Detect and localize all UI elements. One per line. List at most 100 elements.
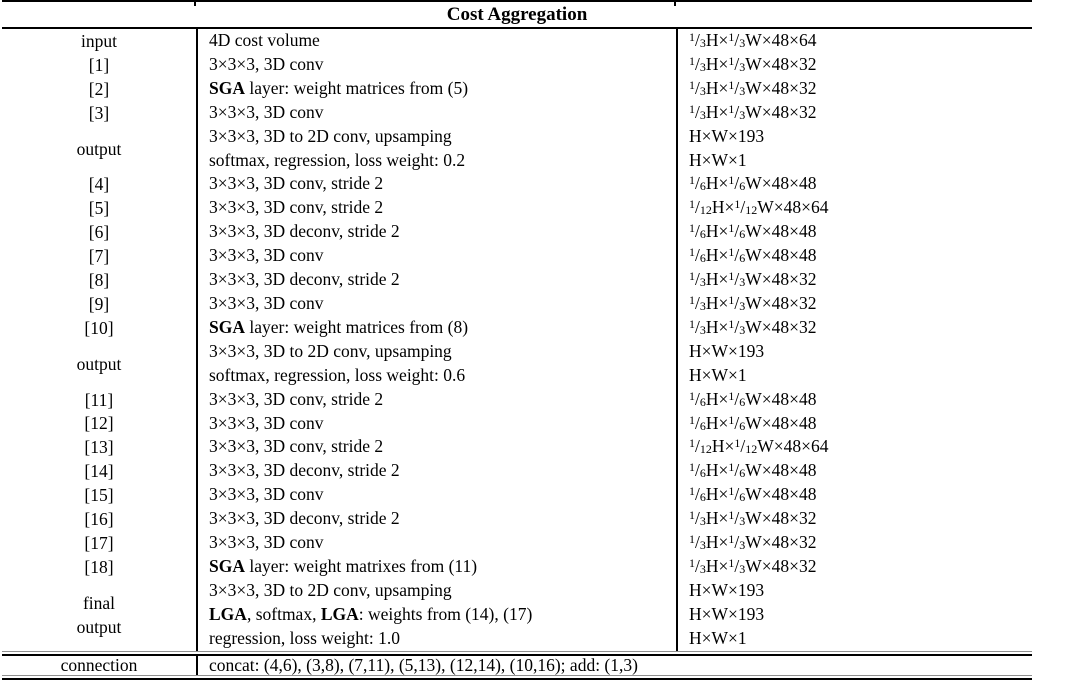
layer-dim-cell: 1/6H×1/6W×48×48: [676, 411, 1032, 436]
fraction: 1/3: [728, 53, 746, 74]
layer-desc-cell: 4D cost volume: [196, 29, 676, 53]
layer-id-cell: [7]: [88, 246, 110, 267]
layer-id-cell: [10]: [84, 317, 114, 338]
fraction: 1/3: [689, 508, 706, 529]
layer-desc-cell: 3×3×3, 3D conv: [196, 244, 676, 269]
column-divider-stub-left: [194, 0, 196, 6]
fraction: 1/3: [689, 77, 706, 98]
fraction: 1/6: [689, 412, 706, 433]
fraction: 1/3: [689, 53, 706, 74]
layer-id-cell: [5]: [88, 198, 110, 219]
layer-id-cell: [8]: [88, 270, 110, 291]
connection-label: connection: [60, 654, 138, 675]
layer-desc-cell: softmax, regression, loss weight: 0.2: [196, 148, 676, 173]
layer-dim-cell: 1/6H×1/6W×48×48: [676, 172, 1032, 197]
layer-id-cell: [4]: [88, 174, 110, 195]
layer-dim-cell: 1/6H×1/6W×48×48: [676, 483, 1032, 508]
layer-dim-cell: 1/3H×1/3W×48×32: [676, 507, 1032, 532]
layer-dim-cell: 1/3H×1/3W×48×64: [676, 29, 1032, 53]
layer-desc-cell: 3×3×3, 3D conv, stride 2: [196, 172, 676, 197]
fraction: 1/6: [689, 221, 706, 242]
layer-dim-cell: 1/6H×1/6W×48×48: [676, 244, 1032, 269]
fraction: 1/3: [728, 555, 746, 576]
fraction: 1/3: [689, 101, 706, 122]
fraction: 1/3: [689, 30, 706, 50]
layer-dim-cell: H×W×193: [676, 339, 1032, 364]
layer-id-cell: [13]: [84, 437, 114, 458]
layer-desc-cell: 3×3×3, 3D conv: [196, 100, 676, 125]
fraction: 1/3: [728, 77, 746, 98]
fraction: 1/6: [728, 460, 746, 481]
layer-id-cell: [1]: [88, 54, 110, 75]
layer-id-cell: [2]: [88, 78, 110, 99]
layer-dim-cell: 1/12H×1/12W×48×64: [676, 196, 1032, 221]
fraction: 1/12: [734, 197, 758, 218]
layer-desc-cell: SGA layer: weight matrices from (5): [196, 76, 676, 101]
layer-dim-cell: 1/6H×1/6W×48×48: [676, 459, 1032, 484]
fraction: 1/6: [728, 221, 746, 242]
layer-id-cell: [11]: [84, 389, 114, 410]
fraction: 1/3: [728, 508, 746, 529]
fraction: 1/3: [689, 316, 706, 337]
layer-dim-cell: 1/3H×1/3W×48×32: [676, 291, 1032, 316]
layer-dim-cell: H×W×193: [676, 578, 1032, 603]
layer-dim-cell: H×W×1: [676, 626, 1032, 651]
table-bottom-rule: [2, 674, 1032, 680]
layer-dim-cell: 1/6H×1/6W×48×48: [676, 220, 1032, 245]
layer-desc-cell: 3×3×3, 3D conv, stride 2: [196, 196, 676, 221]
layer-desc-cell: 3×3×3, 3D conv, stride 2: [196, 387, 676, 412]
fraction: 1/6: [689, 388, 706, 409]
layer-dim-cell: 1/3H×1/3W×48×32: [676, 554, 1032, 579]
layer-desc-cell: regression, loss weight: 1.0: [196, 626, 676, 651]
layer-desc-cell: SGA layer: weight matrices from (8): [196, 315, 676, 340]
table-body: input 4D cost volume 1/3H×1/3W×48×64 [1] 3×3…: [2, 27, 1032, 651]
fraction: 1/6: [728, 388, 746, 409]
layer-desc-cell: SGA layer: weight matrixes from (11): [196, 554, 676, 579]
layer-desc-cell: 3×3×3, 3D deconv, stride 2: [196, 507, 676, 532]
layer-desc-cell: LGA, softmax, LGA: weights from (14), (1…: [196, 602, 676, 627]
connection-desc: concat: (4,6), (3,8), (7,11), (5,13), (1…: [196, 655, 1032, 675]
layer-desc-cell: 3×3×3, 3D deconv, stride 2: [196, 220, 676, 245]
layer-dim-cell: H×W×1: [676, 363, 1032, 388]
fraction: 1/6: [689, 173, 706, 194]
fraction: 1/3: [728, 101, 746, 122]
layer-id-cell: [15]: [84, 485, 114, 506]
fraction: 1/3: [728, 292, 746, 313]
fraction: 1/6: [689, 245, 706, 266]
layer-desc-cell: 3×3×3, 3D to 2D conv, upsamping: [196, 578, 676, 603]
layer-desc-cell: 3×3×3, 3D to 2D conv, upsamping: [196, 124, 676, 149]
layer-id-cell: input: [81, 30, 117, 51]
fraction: 1/3: [689, 269, 706, 290]
layer-id-cell: [14]: [84, 461, 114, 482]
layer-desc-cell: 3×3×3, 3D conv: [196, 52, 676, 77]
layer-desc-cell: 3×3×3, 3D conv: [196, 531, 676, 555]
layer-dim-cell: H×W×1: [676, 148, 1032, 173]
fraction: 1/3: [689, 292, 706, 313]
layer-dim-cell: 1/3H×1/3W×48×32: [676, 76, 1032, 101]
fraction: 1/3: [728, 316, 746, 337]
layer-dim-cell: 1/3H×1/3W×48×32: [676, 52, 1032, 77]
rule-above-connection-row: [2, 650, 1032, 656]
table-top-rule: Cost Aggregation: [2, 0, 1032, 27]
layer-dim-cell: 1/3H×1/3W×48×32: [676, 100, 1032, 125]
layer-desc-cell: 3×3×3, 3D conv, stride 2: [196, 435, 676, 460]
layer-desc-cell: 3×3×3, 3D deconv, stride 2: [196, 459, 676, 484]
layer-desc-cell: 3×3×3, 3D conv: [196, 483, 676, 508]
layer-id-cell: output: [76, 353, 122, 374]
layer-id-cell: [18]: [84, 556, 114, 577]
layer-dim-cell: 1/12H×1/12W×48×64: [676, 435, 1032, 460]
layer-id-cell: [9]: [88, 293, 110, 314]
fraction: 1/6: [728, 484, 746, 505]
layer-id-cell: [6]: [88, 222, 110, 243]
fraction: 1/6: [728, 245, 746, 266]
layer-dim-cell: 1/3H×1/3W×48×32: [676, 531, 1032, 555]
fraction: 1/6: [689, 460, 706, 481]
fraction: 1/12: [689, 436, 712, 457]
layer-id-cell: [3]: [88, 102, 110, 123]
layer-dim-cell: 1/6H×1/6W×48×48: [676, 387, 1032, 412]
fraction: 1/6: [728, 412, 746, 433]
layer-desc-cell: 3×3×3, 3D conv: [196, 411, 676, 436]
fraction: 1/12: [734, 436, 758, 457]
layer-dim-cell: H×W×193: [676, 124, 1032, 149]
table-title: Cost Aggregation: [446, 4, 588, 25]
